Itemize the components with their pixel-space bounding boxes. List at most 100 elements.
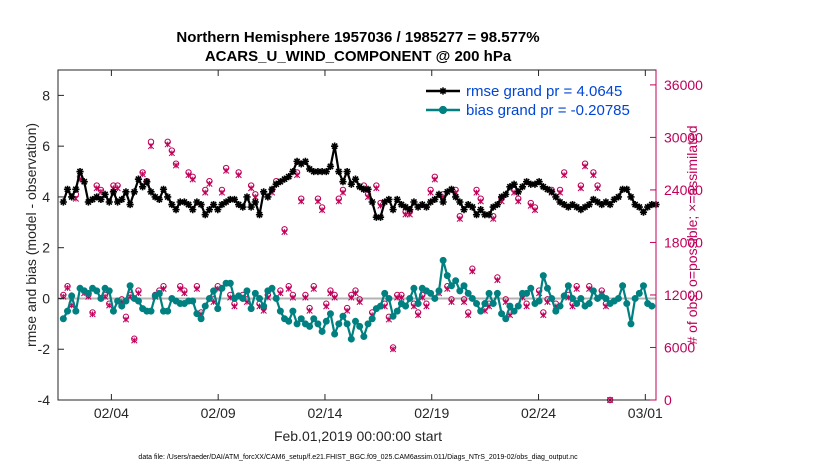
bias-point bbox=[285, 317, 293, 325]
obs-assimilated-point bbox=[193, 285, 201, 292]
obs-assimilated-point bbox=[89, 311, 96, 318]
obs-assimilated-point bbox=[323, 303, 330, 310]
obs-assimilated-point bbox=[431, 176, 438, 183]
obs-assimilated-point bbox=[139, 171, 146, 178]
rmse-point bbox=[372, 213, 380, 221]
rmse-point bbox=[72, 185, 80, 193]
bias-point bbox=[447, 282, 455, 290]
rmse-point bbox=[518, 183, 527, 191]
rmse-point bbox=[105, 198, 113, 206]
rmse-point bbox=[464, 200, 472, 209]
bias-point bbox=[452, 277, 460, 285]
obs-assimilated-point bbox=[339, 189, 347, 196]
rmse-point bbox=[214, 206, 222, 214]
rmse-point bbox=[568, 200, 577, 209]
bias-point bbox=[468, 294, 476, 302]
rmse-point bbox=[255, 211, 264, 219]
rmse-point bbox=[109, 188, 118, 196]
rmse-point bbox=[543, 185, 552, 193]
rmse-point bbox=[180, 198, 188, 206]
bias-point bbox=[589, 287, 597, 295]
obs-assimilated-point bbox=[477, 198, 484, 205]
legend: rmse grand pr = 4.0645 bias grand pr = -… bbox=[426, 83, 630, 119]
obs-assimilated-point bbox=[398, 294, 405, 301]
obs-assimilated-point bbox=[135, 290, 142, 297]
rmse-point bbox=[564, 203, 572, 211]
bias-point bbox=[481, 300, 489, 308]
rmse-point bbox=[535, 178, 543, 186]
rmse-point bbox=[176, 198, 184, 206]
bias-point bbox=[389, 312, 397, 320]
rmse-point bbox=[155, 195, 163, 204]
bias-point bbox=[118, 302, 126, 310]
rmse-point bbox=[614, 193, 623, 201]
rmse-point bbox=[88, 195, 97, 204]
obs-assimilated-point bbox=[590, 171, 597, 179]
legend-rmse-marker bbox=[439, 87, 447, 95]
rmse-point bbox=[456, 198, 464, 206]
obs-assimilated-point bbox=[318, 206, 326, 214]
bias-point bbox=[318, 327, 326, 335]
rmse-point bbox=[172, 206, 180, 214]
bias-point bbox=[364, 320, 372, 328]
rmse-point bbox=[577, 206, 585, 214]
bias-point bbox=[464, 289, 472, 297]
rmse-point bbox=[243, 193, 251, 201]
y-right-tick-label: 12000 bbox=[664, 287, 703, 303]
bias-point bbox=[402, 302, 410, 310]
y-left-tick-label: 8 bbox=[42, 87, 50, 103]
rmse-point bbox=[126, 200, 134, 209]
obs-assimilated-point bbox=[289, 294, 297, 301]
bias-point bbox=[326, 310, 334, 318]
bias-point bbox=[339, 312, 347, 320]
bias-point bbox=[406, 294, 414, 302]
legend-entry-rmse: rmse grand pr = 4.0645 bbox=[426, 83, 622, 100]
bias-point bbox=[631, 294, 639, 302]
rmse-point bbox=[376, 213, 385, 221]
bias-point bbox=[627, 320, 635, 328]
rmse-point bbox=[272, 180, 280, 188]
obs-assimilated-point bbox=[64, 284, 71, 292]
obs-assimilated-point bbox=[164, 141, 171, 148]
obs-assimilated-point bbox=[356, 298, 363, 306]
rmse-point bbox=[326, 162, 335, 171]
rmse-point bbox=[218, 200, 226, 209]
rmse-point bbox=[293, 157, 301, 165]
obs-assimilated-point bbox=[235, 171, 242, 179]
obs-assimilated-point bbox=[248, 185, 255, 192]
chart-title-line2: ACARS_U_WIND_COMPONENT @ 200 hPa bbox=[205, 48, 512, 65]
bias-point bbox=[335, 320, 343, 328]
rmse-point bbox=[389, 206, 397, 214]
bias-point bbox=[577, 294, 585, 302]
rmse-point bbox=[289, 167, 297, 176]
rmse-point bbox=[305, 165, 314, 173]
obs-assimilated-point bbox=[456, 215, 463, 222]
rmse-point bbox=[493, 200, 502, 209]
rmse-point bbox=[280, 175, 289, 183]
y-right-tick-label: 6000 bbox=[664, 339, 695, 355]
bias-point bbox=[272, 294, 280, 302]
bias-point bbox=[105, 287, 113, 295]
rmse-point bbox=[623, 185, 631, 193]
rmse-point bbox=[414, 203, 422, 211]
x-tick-label: 02/04 bbox=[94, 405, 129, 421]
bias-point bbox=[68, 292, 76, 300]
bias-point bbox=[322, 317, 330, 325]
y-left-axis-ticks: -4 -2 0 2 4 6 8 bbox=[38, 87, 64, 408]
bias-point bbox=[602, 294, 610, 302]
bias-point bbox=[147, 307, 155, 315]
obs-assimilated-point bbox=[147, 143, 155, 150]
bias-point bbox=[59, 315, 67, 323]
obs-assimilated-point bbox=[181, 290, 188, 297]
bias-point bbox=[431, 294, 439, 302]
bias-point bbox=[552, 307, 560, 315]
obs-count-layer bbox=[60, 138, 614, 404]
rmse-point bbox=[619, 185, 627, 193]
rmse-point bbox=[113, 198, 122, 206]
bias-point bbox=[193, 310, 201, 318]
obs-assimilated-point bbox=[306, 307, 313, 314]
bias-point bbox=[189, 297, 197, 305]
obs-assimilated-point bbox=[206, 180, 213, 187]
rmse-point bbox=[527, 180, 535, 188]
bias-point bbox=[573, 300, 581, 308]
